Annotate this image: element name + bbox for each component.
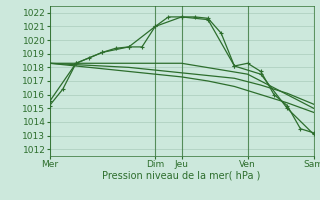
X-axis label: Pression niveau de la mer( hPa ): Pression niveau de la mer( hPa ) — [102, 171, 261, 181]
